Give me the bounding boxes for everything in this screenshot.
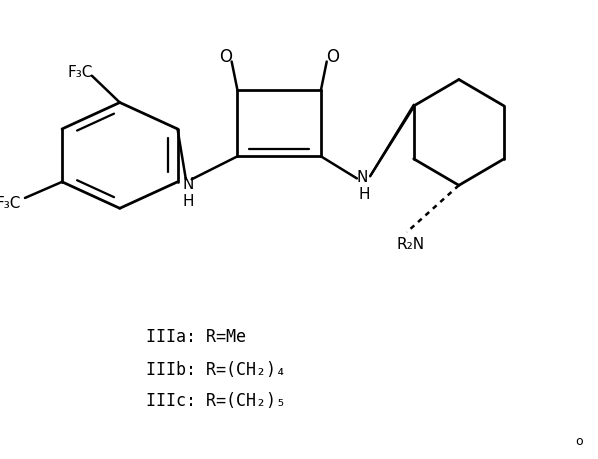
Text: IIIc: R=(CH₂)₅: IIIc: R=(CH₂)₅ bbox=[146, 391, 286, 409]
Text: O: O bbox=[219, 48, 233, 66]
Text: N: N bbox=[182, 177, 194, 192]
Text: IIIa: R=Me: IIIa: R=Me bbox=[146, 327, 246, 345]
Text: IIIb: R=(CH₂)₄: IIIb: R=(CH₂)₄ bbox=[146, 360, 286, 379]
Text: F₃C: F₃C bbox=[68, 65, 93, 79]
Text: H: H bbox=[359, 187, 370, 202]
Text: N: N bbox=[357, 169, 368, 184]
Text: H: H bbox=[182, 194, 194, 208]
Text: O: O bbox=[326, 48, 339, 66]
Text: o: o bbox=[575, 434, 582, 447]
Text: R₂N: R₂N bbox=[396, 237, 425, 252]
Text: F₃C: F₃C bbox=[0, 196, 21, 211]
